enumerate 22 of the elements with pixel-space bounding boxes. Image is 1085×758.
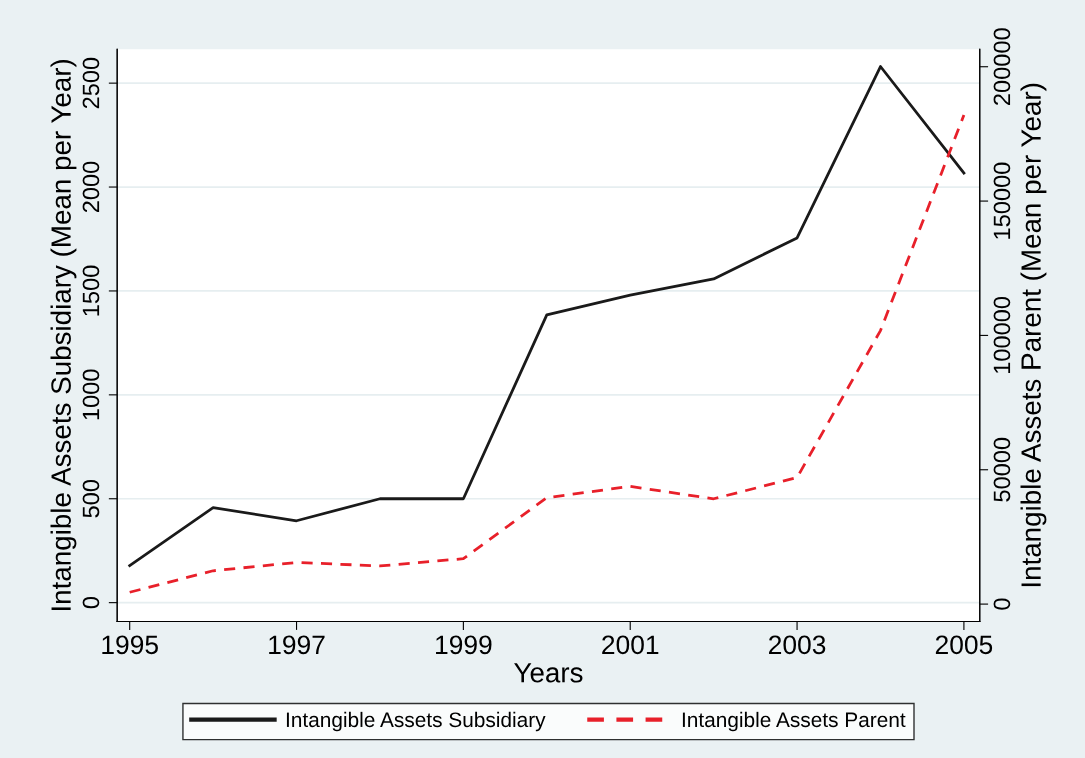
y2-tick-label: 150000	[993, 162, 1011, 239]
y2-tick-label: 50000	[993, 437, 1011, 502]
y-tick-label: 1000	[82, 369, 100, 420]
x-tick-label: 2001	[602, 635, 659, 655]
legend-label: Intangible Assets Subsidiary	[286, 711, 546, 732]
y2-axis-title: Intangible Assets Parent (Mean per Year)	[1020, 83, 1047, 587]
y-tick-label: 500	[82, 479, 100, 518]
y-axis-title: Intangible Assets Subsidiary (Mean per Year)	[50, 59, 77, 611]
x-tick-label: 1999	[436, 635, 492, 655]
y-tick-label: 2500	[82, 57, 100, 109]
x-tick-label: 1997	[269, 635, 325, 655]
legend-label: Intangible Assets Parent	[682, 711, 906, 732]
y2-tick-label: 200000	[993, 28, 1011, 105]
y2-tick-label: 100000	[993, 296, 1011, 373]
x-tick-label: 1995	[102, 635, 158, 655]
y-tick-label: 2000	[82, 161, 100, 213]
y-tick-label: 1500	[82, 265, 100, 316]
x-tick-label: 2003	[769, 635, 826, 655]
x-axis-title: Years	[514, 663, 583, 683]
y-tick-label: 0	[82, 597, 100, 609]
y2-tick-label: 0	[993, 598, 1011, 610]
x-tick-label: 2005	[935, 635, 993, 655]
